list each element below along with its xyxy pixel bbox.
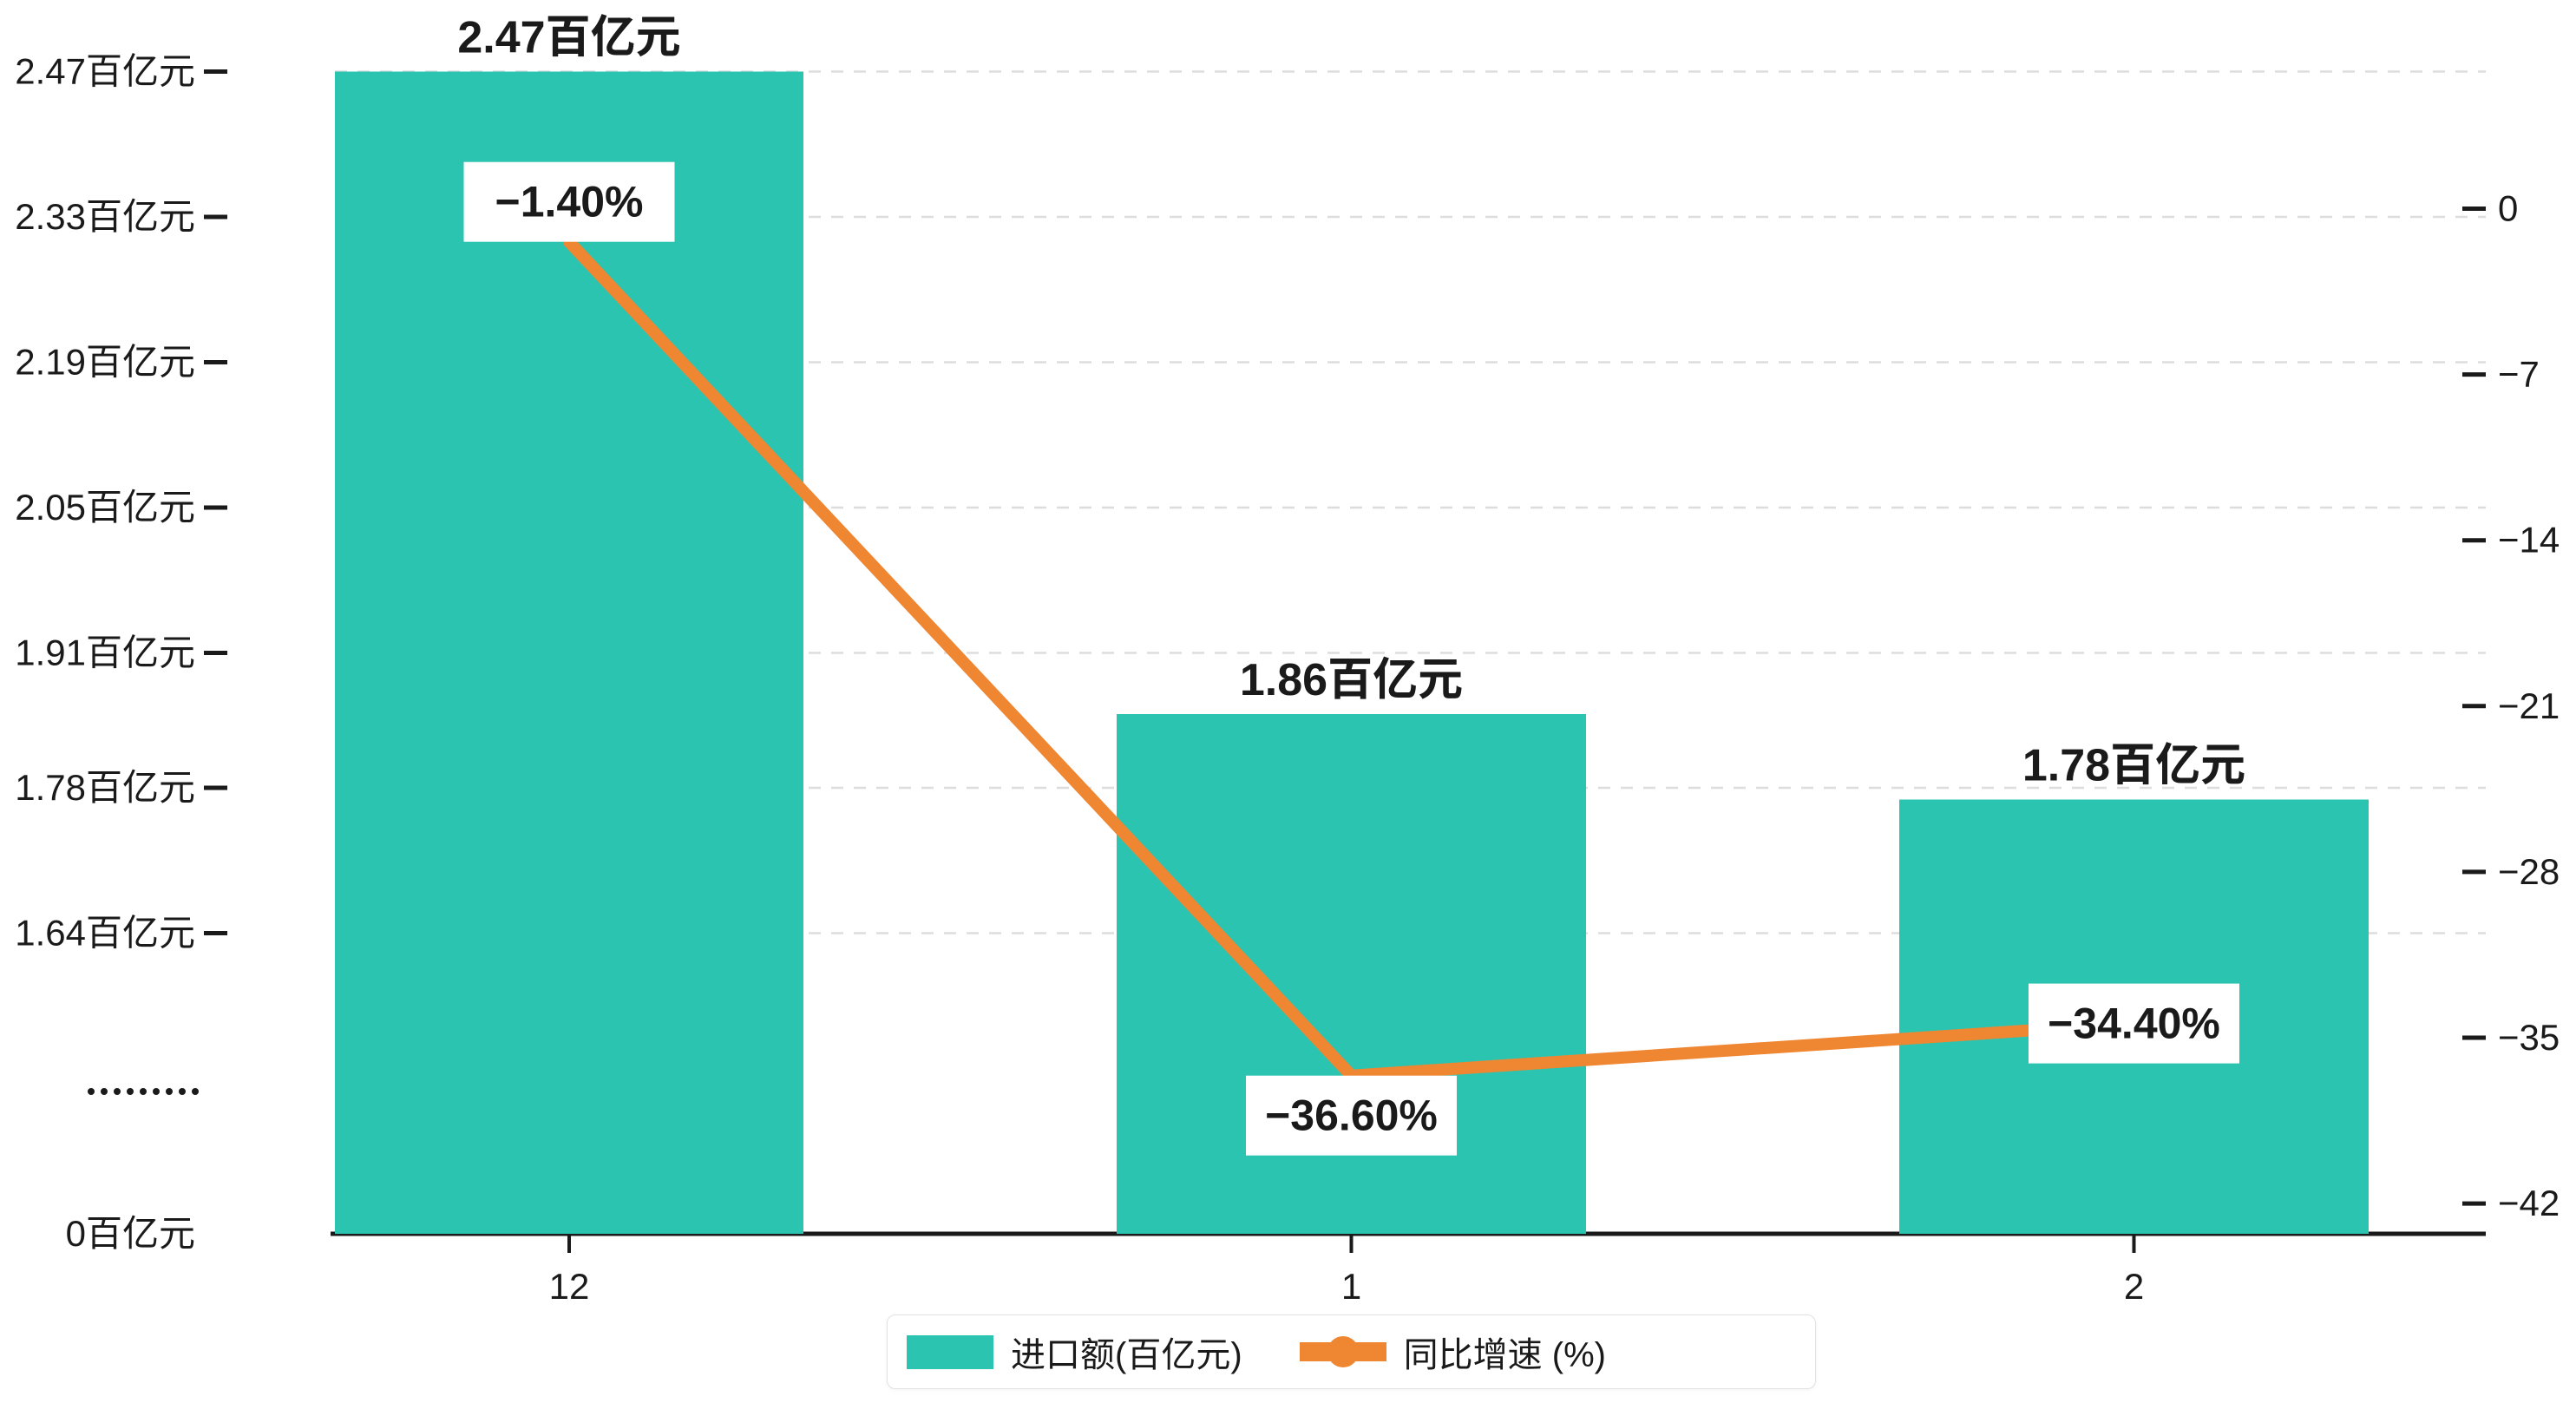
svg-text:−28: −28 [2498, 851, 2560, 892]
svg-text:2.05百亿元: 2.05百亿元 [15, 487, 195, 528]
svg-text:2.33百亿元: 2.33百亿元 [15, 196, 195, 237]
svg-text:−35: −35 [2498, 1017, 2560, 1058]
svg-text:0百亿元: 0百亿元 [66, 1213, 195, 1254]
svg-text:−1.40%: −1.40% [495, 178, 644, 226]
svg-text:−14: −14 [2498, 520, 2560, 560]
svg-text:2.47百亿元: 2.47百亿元 [457, 13, 680, 63]
svg-text:−34.40%: −34.40% [2048, 1000, 2220, 1048]
svg-text:2: 2 [2124, 1266, 2144, 1307]
svg-text:0: 0 [2498, 188, 2518, 229]
svg-text:1.91百亿元: 1.91百亿元 [15, 633, 195, 673]
svg-text:1.78百亿元: 1.78百亿元 [15, 767, 195, 808]
svg-text:12: 12 [549, 1266, 590, 1307]
svg-text:1.64百亿元: 1.64百亿元 [15, 913, 195, 954]
svg-text:1.86百亿元: 1.86百亿元 [1240, 655, 1463, 705]
svg-text:2.47百亿元: 2.47百亿元 [15, 51, 195, 92]
svg-text:1: 1 [1341, 1266, 1361, 1307]
svg-text:2.19百亿元: 2.19百亿元 [15, 342, 195, 383]
svg-text:1.78百亿元: 1.78百亿元 [2022, 741, 2245, 791]
svg-text:−36.60%: −36.60% [1265, 1092, 1438, 1140]
svg-text:−7: −7 [2498, 354, 2540, 395]
svg-text:−21: −21 [2498, 685, 2560, 726]
svg-text:−42: −42 [2498, 1183, 2560, 1223]
